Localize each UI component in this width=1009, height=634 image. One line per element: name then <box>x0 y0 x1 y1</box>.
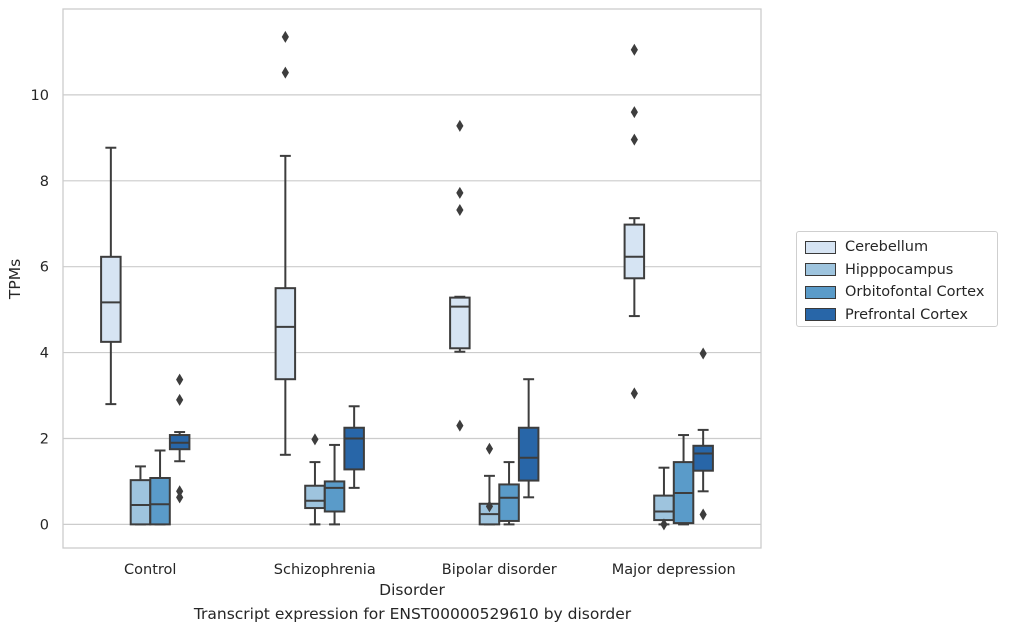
box-iqr <box>100 255 122 343</box>
box-iqr <box>653 494 675 522</box>
outlier-point <box>176 485 184 498</box>
outlier-point <box>311 433 319 446</box>
legend-swatch <box>805 308 836 322</box>
outlier-point <box>630 387 638 400</box>
box-orbitofontal-cortex-1 <box>323 443 346 526</box>
y-tick-label: 2 <box>40 431 49 447</box>
box-prefrontal-cortex-1 <box>343 405 365 489</box>
y-tick-labels: 0 2 4 6 8 10 <box>31 88 49 533</box>
legend-label: Hipppocampus <box>845 261 954 278</box>
box-orbitofontal-cortex-3 <box>672 434 695 526</box>
box-cerebellum-3 <box>623 43 646 400</box>
box-cerebellum-2 <box>449 119 471 432</box>
box-iqr <box>274 287 297 381</box>
outlier-point <box>176 393 184 406</box>
box-hipppocampus-2 <box>478 442 501 526</box>
box-iqr <box>129 479 152 526</box>
x-tick-label: Bipolar disorder <box>442 562 557 578</box>
box-iqr <box>304 484 326 510</box>
x-tick-label: Major depression <box>612 562 736 578</box>
figure-caption: Transcript expression for ENST0000052961… <box>193 605 632 623</box>
outlier-point <box>660 518 668 531</box>
legend-swatch <box>805 240 836 254</box>
legend-label: Cerebellum <box>845 239 929 256</box>
box-hipppocampus-3 <box>653 466 675 531</box>
box-prefrontal-cortex-0 <box>168 373 191 504</box>
x-axis-label: Disorder <box>379 581 445 599</box>
box-hipppocampus-0 <box>129 465 152 526</box>
outlier-point <box>630 43 638 56</box>
legend-item-cerebellum: Cerebellum <box>805 236 997 259</box>
box-prefrontal-cortex-2 <box>517 378 540 499</box>
box-cerebellum-0 <box>100 146 122 406</box>
legend-label: Orbitofontal Cortex <box>845 284 985 301</box>
box-iqr <box>498 483 520 522</box>
outlier-point <box>176 373 184 386</box>
outlier-point <box>630 133 638 146</box>
outlier-point <box>699 347 707 360</box>
box-orbitofontal-cortex-0 <box>149 449 171 526</box>
legend-swatch <box>805 263 836 277</box>
legend-label: Prefrontal Cortex <box>845 306 968 323</box>
outlier-point <box>630 106 638 119</box>
box-iqr <box>149 476 171 526</box>
outlier-point <box>176 491 184 504</box>
plot-frame <box>62 8 762 549</box>
box-iqr <box>692 444 714 472</box>
x-tick-label: Control <box>124 562 176 578</box>
box-cerebellum-1 <box>274 30 297 456</box>
outlier-point <box>456 186 464 199</box>
y-tick-label: 4 <box>40 346 49 362</box>
y-tick-label: 0 <box>40 517 49 533</box>
outlier-point <box>456 203 464 216</box>
box-hipppocampus-1 <box>304 433 326 526</box>
legend: Cerebellum Hipppocampus Orbitofontal Cor… <box>796 231 998 327</box>
y-tick-label: 10 <box>31 88 49 104</box>
legend-item-prefrontal-cortex: Prefrontal Cortex <box>805 304 997 327</box>
x-tick-labels: Control Schizophrenia Bipolar disorder Majo… <box>124 562 736 578</box>
box-iqr <box>323 480 346 513</box>
outlier-point <box>699 508 707 521</box>
box-iqr <box>343 426 365 471</box>
y-axis-label: TPMs <box>6 259 24 300</box>
box-series <box>100 30 714 531</box>
legend-item-hippocampus: Hipppocampus <box>805 259 997 282</box>
x-tick-label: Schizophrenia <box>274 562 376 578</box>
box-prefrontal-cortex-3 <box>692 347 714 521</box>
y-tick-label: 8 <box>40 174 49 190</box>
y-tick-label: 6 <box>40 260 49 276</box>
gridlines <box>63 94 761 525</box>
box-orbitofontal-cortex-2 <box>498 461 520 526</box>
outlier-point <box>281 66 289 79</box>
outlier-point <box>456 119 464 132</box>
box-iqr <box>623 223 646 280</box>
outlier-point <box>281 30 289 43</box>
outlier-point <box>485 442 494 455</box>
outlier-point <box>485 500 494 513</box>
box-iqr <box>517 426 540 482</box>
outlier-point <box>456 419 464 432</box>
box-iqr <box>449 296 471 350</box>
legend-item-orbitofrontal-cortex: Orbitofontal Cortex <box>805 281 997 304</box>
legend-swatch <box>805 285 836 299</box>
